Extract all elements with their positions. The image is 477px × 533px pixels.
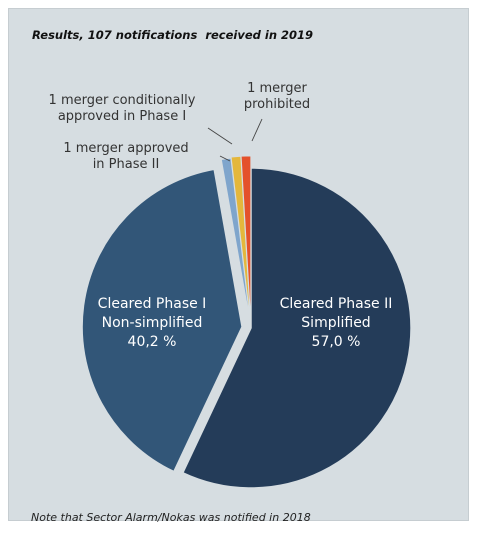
slice-label-3: 1 merger approved in Phase II xyxy=(63,141,188,172)
pie-slice-4 xyxy=(230,155,251,321)
chart-note: Note that Sector Alarm/Nokas was notifie… xyxy=(31,511,311,524)
leader-line-4 xyxy=(207,127,233,145)
slice-label-5: 1 merger prohibited xyxy=(244,81,310,112)
leader-line-3 xyxy=(219,155,231,162)
slice-label-2: Cleared Phase I Non-simplified 40,2 % xyxy=(98,296,207,350)
leader-line-5 xyxy=(251,118,263,142)
pie-slice-1 xyxy=(181,167,412,489)
slice-label-4: 1 merger conditionally approved in Phase … xyxy=(49,93,196,124)
chart-title: Results, 107 notifications received in 2… xyxy=(32,28,314,42)
slice-label-1: Cleared Phase II Simplified 57,0 % xyxy=(280,296,393,350)
pie-slice-5 xyxy=(240,155,252,321)
pie-slice-2 xyxy=(81,168,243,473)
